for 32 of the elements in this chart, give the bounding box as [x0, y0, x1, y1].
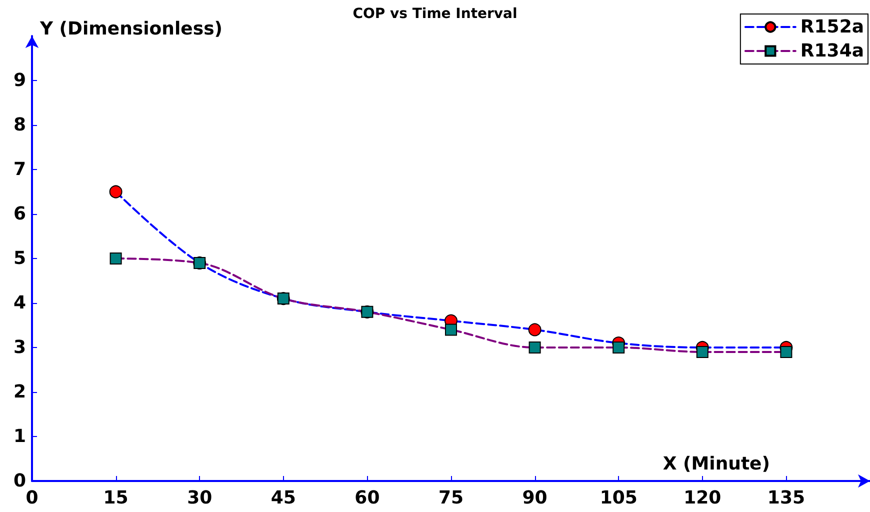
point	[110, 252, 122, 264]
y-tick-label: 6	[13, 204, 26, 224]
y-tick-label: 9	[13, 70, 26, 91]
x-tick-label: 60	[354, 488, 380, 508]
y-tick-label: 2	[13, 382, 26, 402]
x-axis-title: X (Minute)	[662, 454, 770, 474]
x-tick-label: 120	[684, 488, 722, 508]
point	[528, 342, 541, 354]
point	[109, 185, 122, 198]
legend-label: R152a	[800, 16, 864, 38]
x-tick-label: 90	[522, 488, 548, 508]
point	[612, 342, 625, 354]
y-tick-label: 3	[13, 337, 26, 358]
legend-label: R134a	[800, 40, 864, 62]
point	[445, 324, 457, 336]
x-tick-label: 15	[103, 488, 128, 508]
x-tick-label: 75	[438, 488, 464, 508]
chart-title: COP vs Time Interval	[352, 6, 518, 22]
y-tick-label: 4	[13, 292, 26, 314]
point	[780, 346, 792, 358]
point	[696, 346, 708, 358]
y-tick-label: 8	[13, 114, 26, 136]
y-tick-label: 5	[13, 248, 26, 269]
y-tick-label: 1	[13, 426, 26, 447]
x-tick-label: 45	[270, 488, 296, 508]
y-tick-label: 0	[13, 470, 26, 492]
point	[528, 323, 542, 336]
y-tick-label: 7	[13, 159, 26, 180]
x-tick-label: 30	[187, 488, 212, 508]
y-axis-title: Y (Dimensionless)	[39, 18, 223, 40]
x-tick-label: 105	[600, 488, 638, 508]
x-tick-label: 135	[767, 488, 805, 508]
